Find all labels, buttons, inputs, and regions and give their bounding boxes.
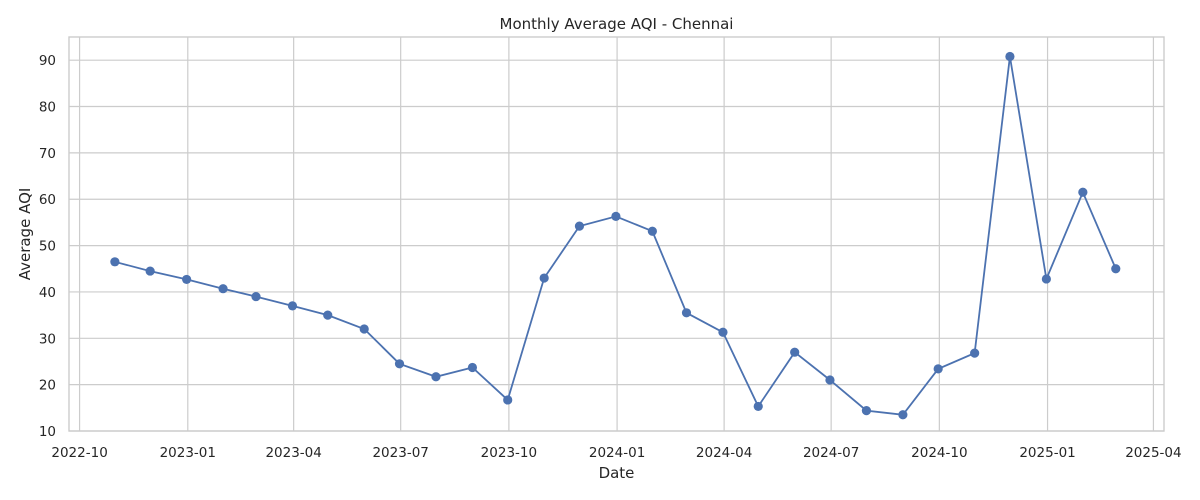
- chart-title: Monthly Average AQI - Chennai: [500, 15, 734, 33]
- series-line: [114, 56, 1117, 416]
- data-point: [359, 324, 369, 334]
- y-tick-label: 50: [39, 239, 56, 255]
- data-point: [539, 273, 549, 283]
- x-tick-label: 2025-01: [1019, 445, 1075, 461]
- data-point: [110, 257, 120, 267]
- data-point: [681, 308, 692, 318]
- data-point: [861, 406, 872, 416]
- data-point: [753, 401, 763, 412]
- data-point: [825, 375, 835, 385]
- y-tick-label: 80: [39, 100, 56, 116]
- x-axis-ticks: 2022-10 2023-01 2023-04 2023-07 2023-10 2024-…: [51, 445, 1181, 461]
- data-point: [898, 410, 908, 420]
- y-tick-label: 60: [39, 192, 56, 208]
- x-tick-label: 2023-04: [265, 445, 321, 461]
- data-point: [1078, 187, 1088, 197]
- x-tick-label: 2023-01: [160, 445, 216, 461]
- y-tick-label: 70: [39, 146, 56, 162]
- data-point: [1041, 274, 1051, 284]
- plot-frame: [68, 36, 1165, 432]
- data-point: [611, 211, 621, 221]
- y-tick-label: 30: [39, 331, 56, 347]
- y-tick-label: 90: [39, 53, 56, 69]
- x-axis-label: Date: [599, 464, 635, 482]
- grid: [69, 37, 1164, 432]
- data-point: [323, 310, 333, 320]
- x-tick-label: 2024-07: [803, 445, 859, 461]
- y-tick-label: 10: [39, 424, 56, 440]
- data-point: [503, 395, 513, 405]
- x-tick-label: 2024-10: [911, 445, 967, 461]
- x-tick-label: 2023-07: [372, 445, 428, 461]
- data-point: [1111, 264, 1121, 274]
- data-point: [970, 348, 980, 358]
- x-tick-label: 2025-04: [1125, 445, 1181, 461]
- data-point: [394, 359, 405, 369]
- y-tick-label: 40: [39, 285, 56, 301]
- y-tick-label: 20: [39, 378, 56, 394]
- data-point: [1005, 51, 1015, 62]
- data-point: [647, 226, 657, 236]
- data-point: [145, 266, 155, 276]
- data-point: [933, 364, 943, 374]
- x-tick-label: 2023-10: [481, 445, 537, 461]
- data-point: [251, 291, 261, 302]
- data-point: [467, 362, 478, 373]
- x-tick-label: 2024-01: [589, 445, 645, 461]
- data-point: [431, 372, 441, 382]
- data-point: [218, 284, 228, 294]
- data-point: [790, 347, 800, 357]
- data-point: [182, 274, 192, 285]
- series-layer: [110, 51, 1121, 420]
- y-axis-ticks: 10 20 30 40 50 60 70 80 90: [39, 53, 56, 440]
- y-axis-label: Average AQI: [16, 188, 34, 281]
- data-point: [718, 327, 728, 337]
- x-tick-label: 2022-10: [51, 445, 107, 461]
- data-point: [574, 221, 585, 231]
- x-tick-label: 2024-04: [696, 445, 752, 461]
- data-point: [287, 301, 298, 311]
